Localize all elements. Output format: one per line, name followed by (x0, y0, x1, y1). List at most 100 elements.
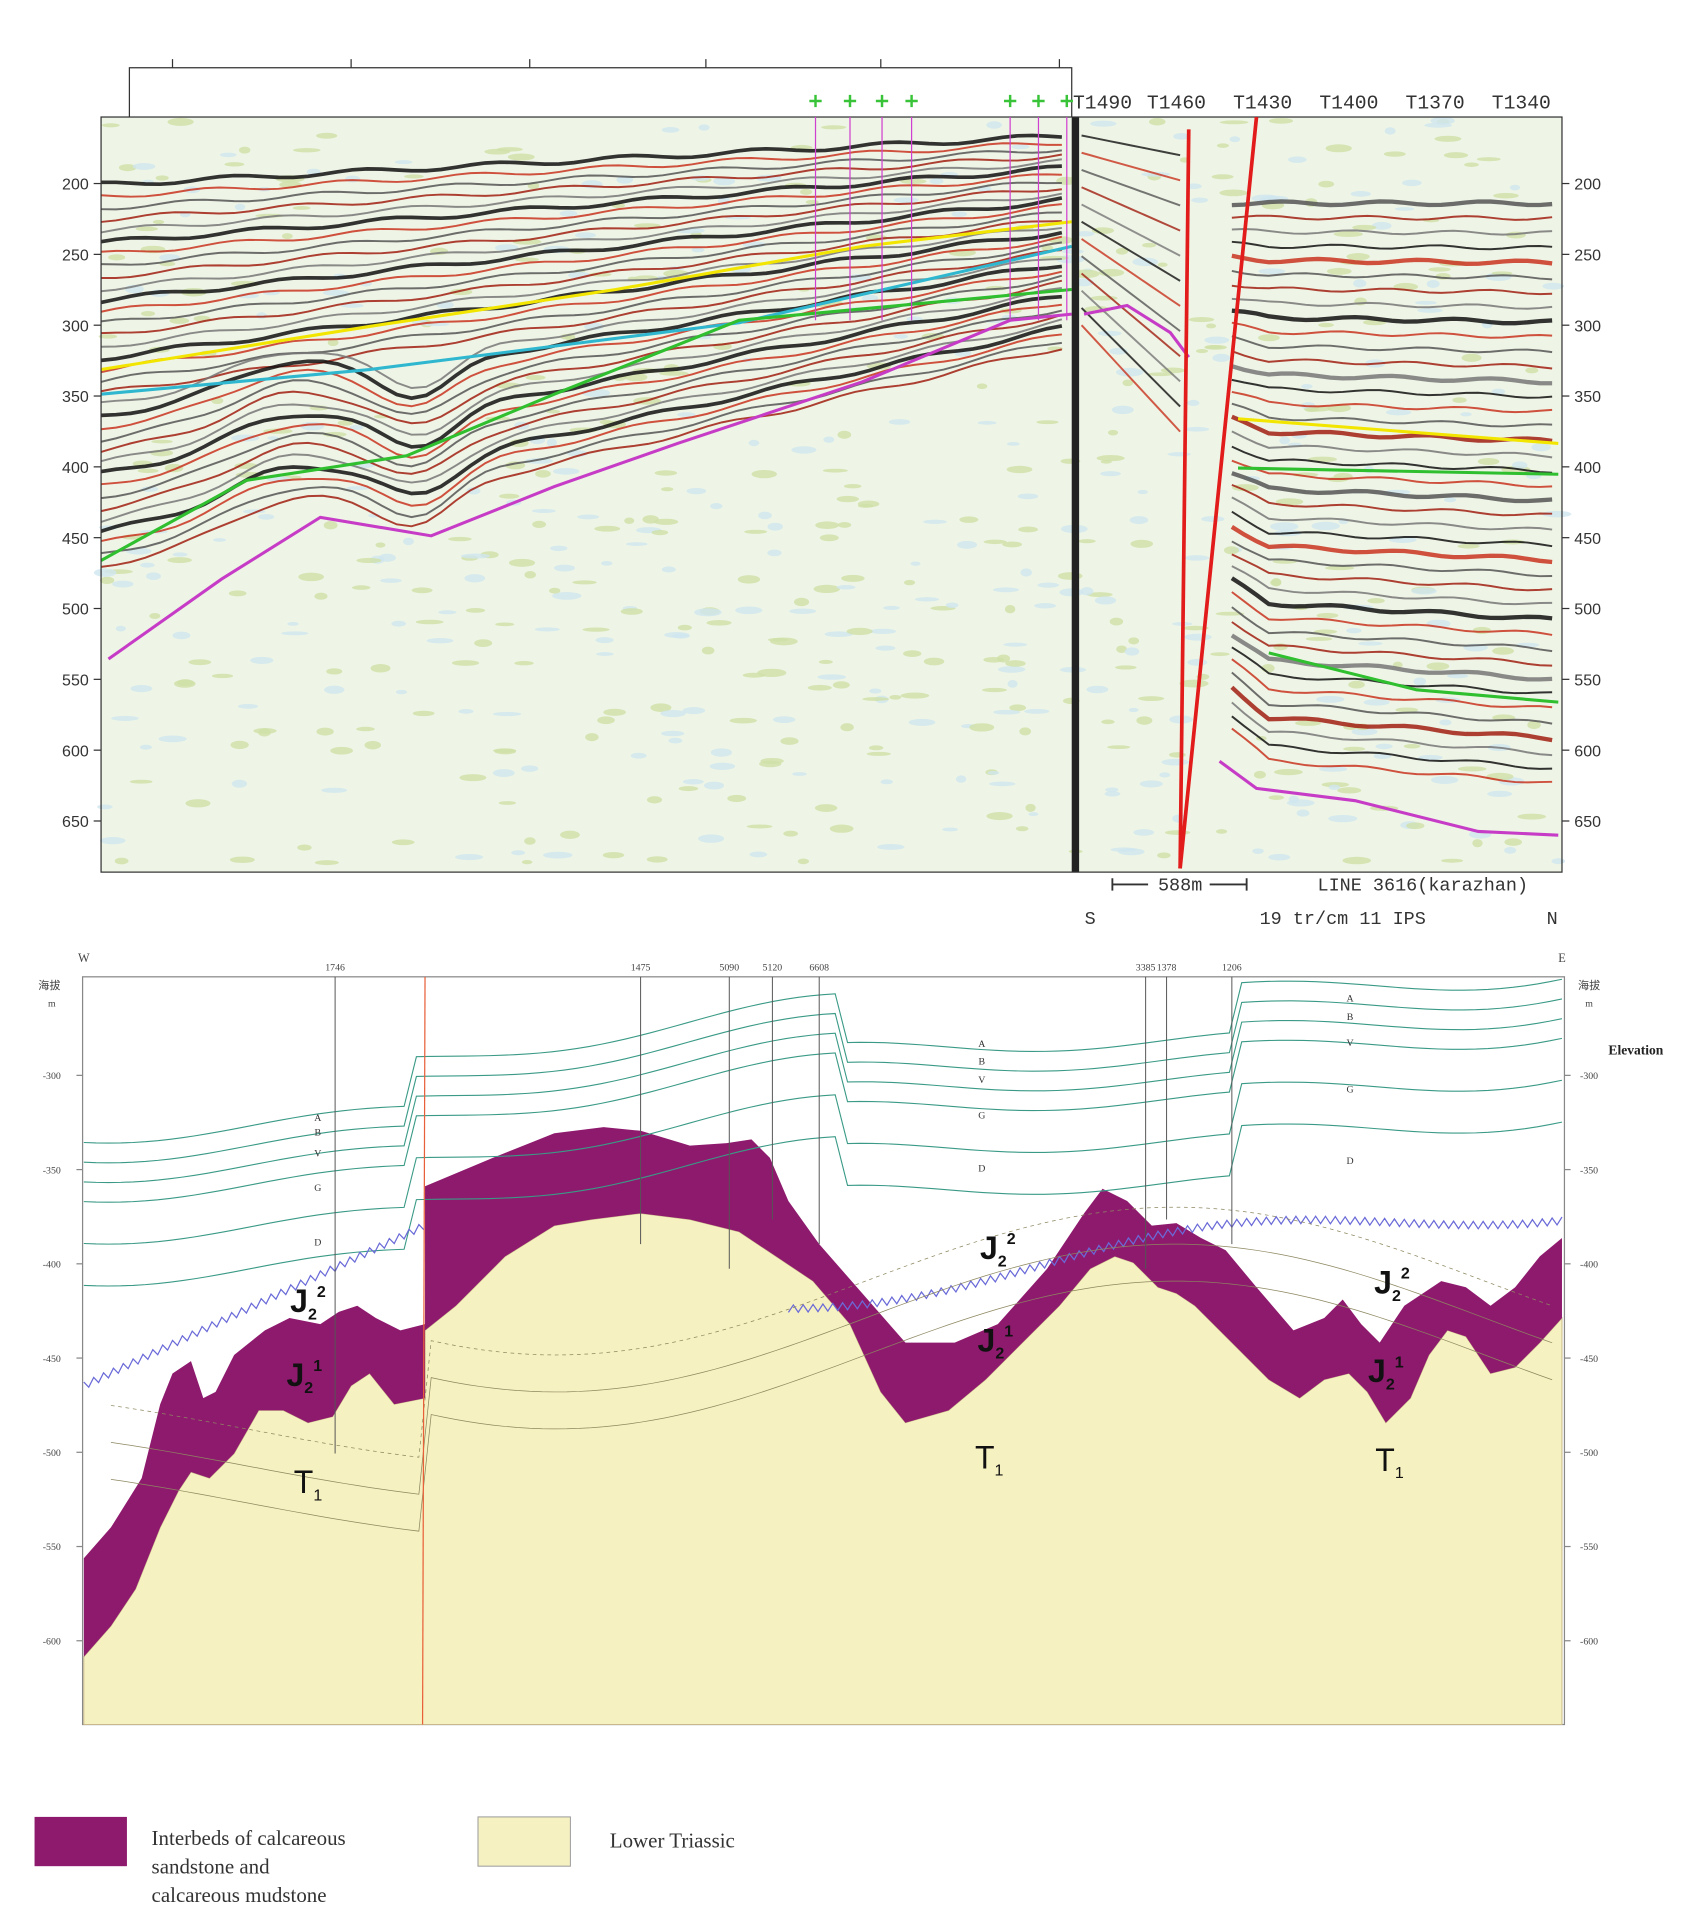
seismic-texture (1028, 812, 1039, 817)
seismic-texture (624, 517, 635, 524)
seismic-reflection (100, 164, 1062, 244)
seismic-reflections (93, 116, 1572, 866)
seismic-texture (498, 801, 517, 805)
seismic-texture (888, 419, 911, 425)
seismic-texture (548, 587, 561, 594)
seismic-texture (499, 493, 520, 499)
formation-subscript: 1 (995, 1463, 1004, 1480)
seismic-texture (559, 210, 578, 217)
seismic-texture (1115, 665, 1137, 670)
seismic-texture (495, 622, 515, 627)
seismic-texture (543, 851, 573, 859)
seismic-reflection (100, 270, 1063, 431)
horizon-label: G (978, 1110, 985, 1121)
formation-label: J21 (978, 1322, 1014, 1362)
seismic-texture (356, 557, 382, 564)
seismic-texture (1342, 856, 1372, 865)
seismic-texture (1394, 207, 1415, 211)
seismic-texture (521, 859, 533, 865)
formation-subscript: 2 (1392, 1288, 1401, 1305)
seismic-reflection (100, 211, 1062, 323)
seismic-texture (1003, 642, 1028, 647)
horizon-label: G (314, 1183, 321, 1194)
seismic-texture (167, 557, 192, 564)
seismic-texture (783, 830, 798, 837)
seismic-texture (292, 205, 311, 210)
seismic-texture (651, 529, 669, 536)
seismic-texture (1037, 582, 1060, 588)
seismic-texture (395, 689, 408, 695)
horizon-line (100, 220, 1072, 372)
seismic-texture (815, 521, 840, 529)
seismic-reflection (1231, 727, 1553, 784)
seismic-texture (1460, 412, 1472, 417)
seismic-texture (256, 312, 267, 319)
seismic-texture (660, 709, 686, 718)
seismic-texture (1018, 526, 1038, 533)
seismic-texture (224, 162, 245, 167)
seismic-texture (1328, 784, 1341, 790)
seismic-texture (749, 851, 768, 858)
seismic-texture (1107, 429, 1119, 436)
seismic-texture (1100, 471, 1121, 477)
seismic-texture (694, 608, 722, 617)
seismic-texture (426, 638, 454, 644)
seismic-texture (1159, 772, 1171, 778)
horizon-label: D (314, 1237, 321, 1248)
horizon-label: D (1347, 1156, 1354, 1167)
seismic-texture (819, 534, 839, 542)
seismic-texture (174, 679, 196, 688)
seismic-texture (514, 660, 534, 666)
seismic-texture (298, 572, 325, 582)
elevation-tick-label: -600 (1580, 1636, 1598, 1647)
seismic-reflection (100, 230, 1063, 363)
seismic-texture (1464, 162, 1479, 167)
seismic-texture (314, 860, 339, 866)
seismic-reflection (1231, 671, 1553, 725)
seismic-texture (114, 857, 129, 865)
seismic-texture (1129, 516, 1149, 525)
well-label: 5090 (719, 963, 739, 974)
seismic-reflection (101, 149, 1062, 211)
seismic-texture (140, 562, 155, 568)
seismic-texture (1157, 262, 1168, 267)
seismic-texture (829, 824, 854, 833)
seismic-texture (1472, 839, 1483, 848)
seismic-texture (821, 125, 847, 130)
seismic-texture (1434, 135, 1462, 142)
seismic-texture (1191, 197, 1209, 203)
horizon-label: A (1347, 993, 1355, 1004)
seismic-texture (698, 124, 710, 131)
seismic-texture (602, 851, 625, 859)
seismic-texture (345, 175, 361, 183)
seismic-texture (1431, 775, 1459, 784)
seismic-texture (832, 681, 850, 689)
seismic-texture (1443, 497, 1457, 503)
east-label: E (1558, 951, 1566, 965)
seismic-texture (846, 627, 873, 636)
seismic-reflection (1230, 525, 1553, 565)
seismic-reflection (1231, 364, 1553, 386)
seismic-texture (903, 650, 922, 658)
formation-symbol: T (1375, 1442, 1395, 1478)
seismic-texture (1179, 679, 1209, 688)
seismic-texture (862, 697, 890, 701)
seismic-reflection (100, 318, 1063, 523)
seismic-texture (267, 436, 279, 440)
seismic-texture (321, 787, 348, 793)
horizon-line (83, 1018, 1563, 1184)
seismic-texture (1024, 708, 1050, 714)
seismic-texture (1328, 814, 1358, 823)
seismic-texture (646, 856, 668, 863)
seismic-texture (1188, 317, 1215, 323)
horizon-label: A (978, 1039, 986, 1050)
seismic-texture (448, 536, 472, 542)
scale-bar-gap (1148, 873, 1210, 896)
seismic-texture (1128, 637, 1140, 645)
legend-label: sandstone and (152, 1855, 271, 1879)
elevation-tick-label: -300 (43, 1071, 61, 1082)
internal-contour (110, 1206, 1553, 1458)
seismic-texture (814, 804, 838, 812)
seismic-texture (524, 571, 536, 579)
